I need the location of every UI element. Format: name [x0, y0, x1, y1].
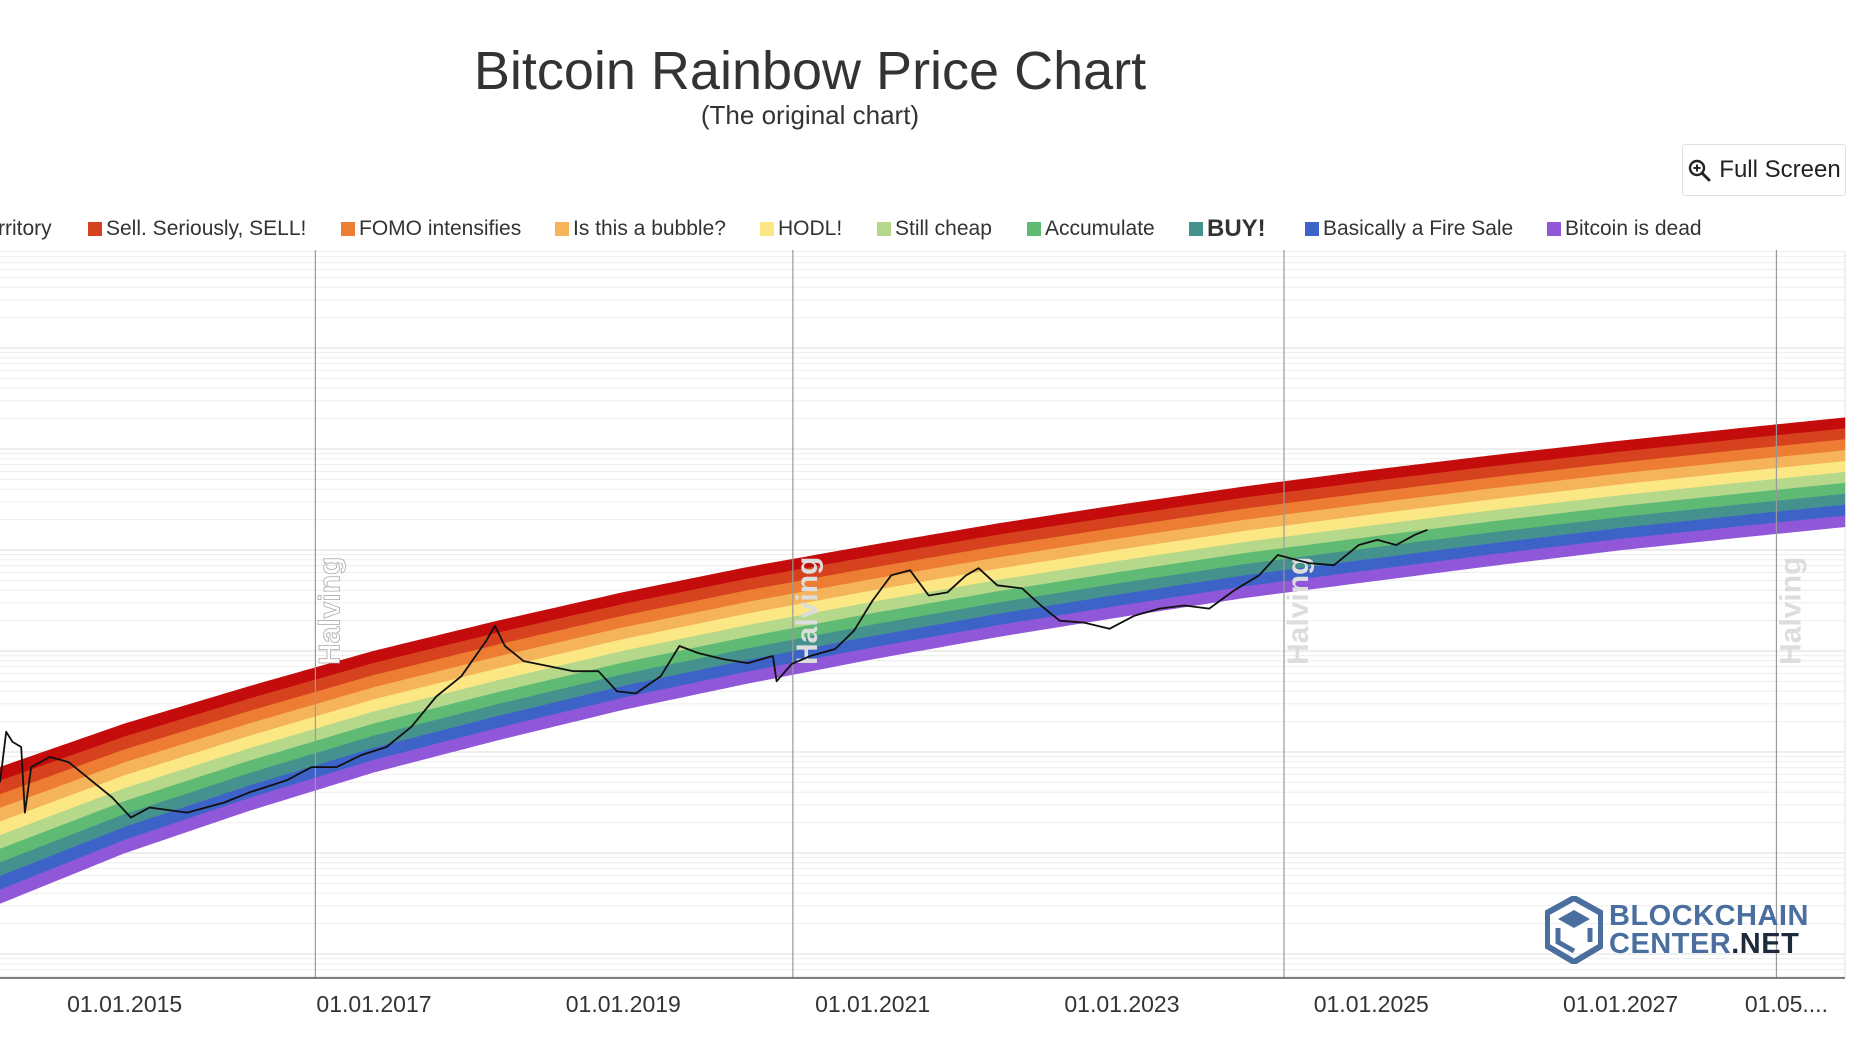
- x-tick-label: 01.05....: [1745, 991, 1828, 1017]
- x-tick-label: 01.01.2027: [1563, 991, 1678, 1017]
- legend-item-buy[interactable]: BUY!: [1189, 214, 1266, 244]
- full-screen-button[interactable]: Full Screen: [1682, 144, 1846, 196]
- legend-swatch: [1547, 222, 1561, 236]
- rainbow-band: [0, 515, 1846, 904]
- logo-line2a: CENTER: [1609, 928, 1732, 960]
- legend-swatch: [1189, 222, 1203, 236]
- legend-swatch: [1305, 222, 1319, 236]
- legend-item-fomo[interactable]: FOMO intensifies: [341, 214, 521, 244]
- legend-item-fire-sale[interactable]: Basically a Fire Sale: [1305, 214, 1513, 244]
- zoom-in-icon: [1689, 159, 1711, 182]
- legend-label: rritory: [0, 217, 52, 240]
- legend-label: Bitcoin is dead: [1565, 217, 1702, 240]
- legend-swatch: [88, 222, 102, 236]
- legend-label: BUY!: [1207, 215, 1266, 242]
- logo-line2b: .NET: [1731, 928, 1800, 960]
- chart-subtitle: (The original chart): [700, 100, 920, 130]
- halving-label: Halving: [313, 557, 346, 665]
- halving-label: Halving: [1774, 557, 1807, 665]
- legend: rritory Sell. Seriously, SELL! FOMO inte…: [0, 214, 1867, 244]
- legend-item-territory[interactable]: rritory: [0, 214, 52, 244]
- legend-item-accumulate[interactable]: Accumulate: [1027, 214, 1155, 244]
- x-tick-label: 01.01.2023: [1064, 991, 1179, 1017]
- full-screen-label: Full Screen: [1719, 156, 1841, 183]
- legend-swatch: [1027, 222, 1041, 236]
- legend-label: Basically a Fire Sale: [1323, 217, 1514, 240]
- legend-item-sell[interactable]: Sell. Seriously, SELL!: [88, 214, 306, 244]
- halving-label: Halving: [791, 557, 824, 665]
- legend-swatch: [555, 222, 569, 236]
- legend-label: Sell. Seriously, SELL!: [106, 217, 307, 240]
- chart-title: Bitcoin Rainbow Price Chart: [473, 41, 1147, 101]
- legend-label: Is this a bubble?: [573, 217, 726, 240]
- legend-swatch: [760, 222, 774, 236]
- x-tick-label: 01.01.2021: [815, 991, 930, 1017]
- btc-price-line: [0, 528, 1428, 819]
- legend-label: FOMO intensifies: [359, 217, 522, 240]
- legend-item-bubble[interactable]: Is this a bubble?: [555, 214, 726, 244]
- legend-item-bitcoin-dead[interactable]: Bitcoin is dead: [1547, 214, 1702, 244]
- cube-logo-icon: [1545, 896, 1603, 964]
- x-tick-label: 01.01.2019: [566, 991, 681, 1017]
- logo-line1: BLOCKCHAIN: [1609, 900, 1809, 932]
- legend-label: Still cheap: [895, 217, 992, 240]
- legend-swatch: [877, 222, 891, 236]
- blockchaincenter-logo: BLOCKCHAIN CENTER.NET: [1545, 896, 1809, 964]
- halving-label: Halving: [1282, 557, 1315, 665]
- legend-item-hodl[interactable]: HODL!: [760, 214, 842, 244]
- legend-label: Accumulate: [1045, 217, 1155, 240]
- x-tick-label: 01.01.2015: [67, 991, 182, 1017]
- legend-swatch: [341, 222, 355, 236]
- x-tick-label: 01.01.2025: [1314, 991, 1429, 1017]
- legend-item-still-cheap[interactable]: Still cheap: [877, 214, 992, 244]
- x-tick-label: 01.01.2017: [316, 991, 431, 1017]
- legend-label: HODL!: [778, 217, 843, 240]
